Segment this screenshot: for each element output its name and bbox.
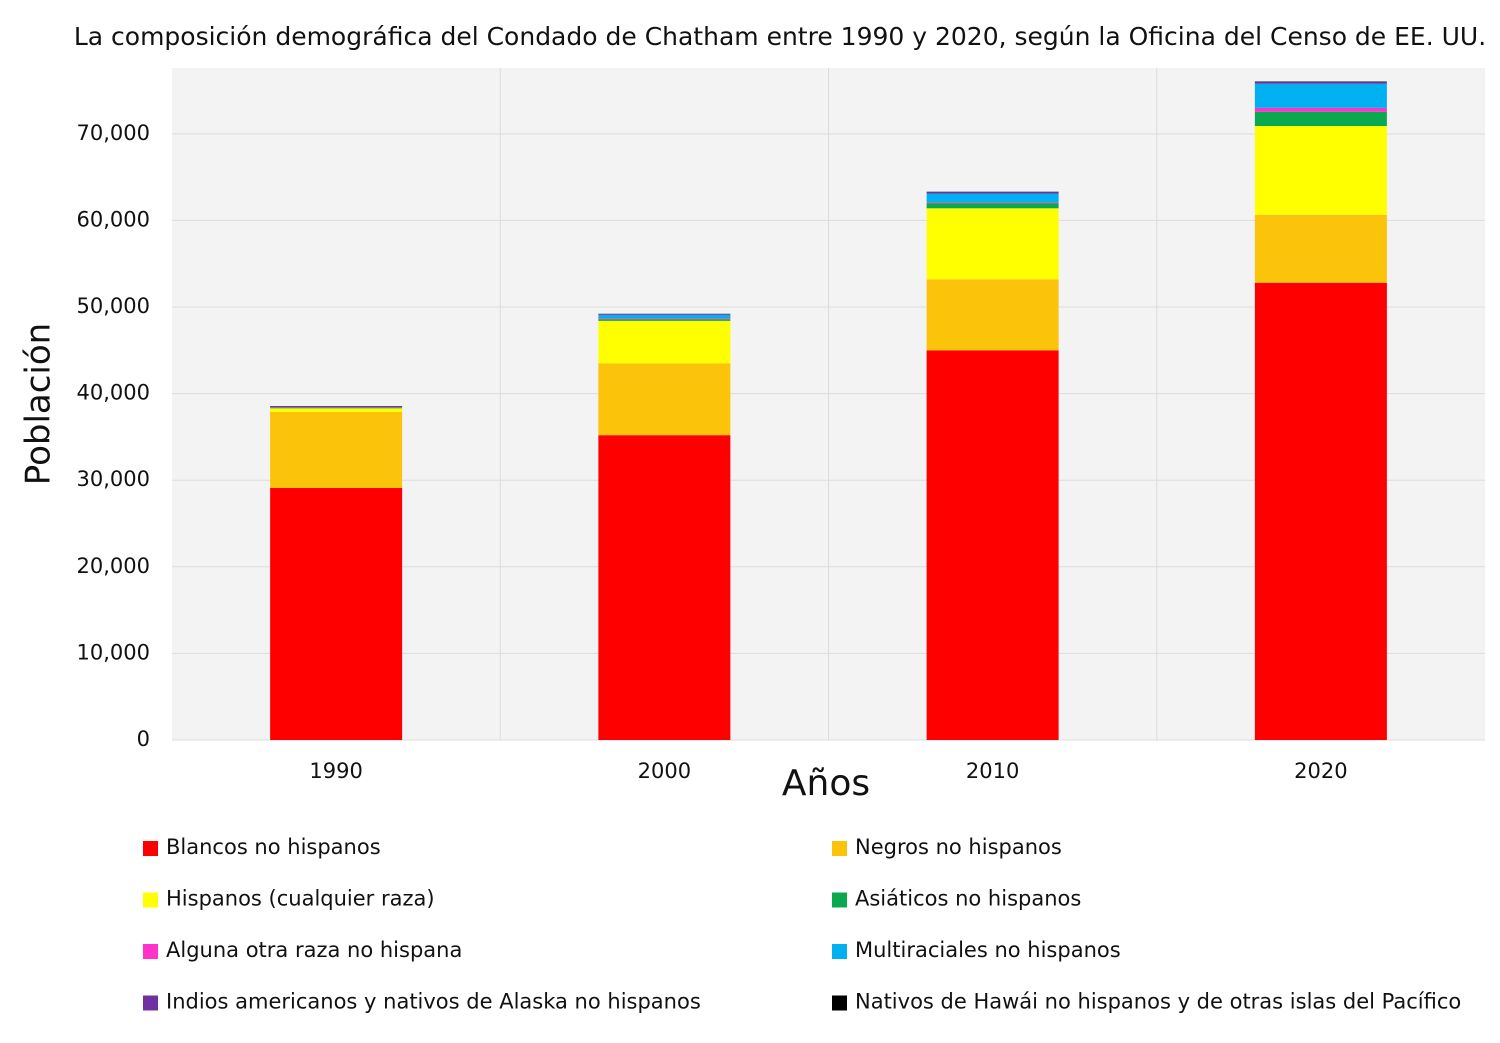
bar-segment xyxy=(1254,282,1387,740)
bar-segment xyxy=(926,202,1059,204)
bar-segment xyxy=(926,279,1059,351)
legend-label: Alguna otra raza no hispana xyxy=(166,938,462,962)
y-tick-label: 50,000 xyxy=(77,294,150,318)
legend-swatch xyxy=(143,841,158,856)
legend-swatch xyxy=(143,995,158,1011)
bar-segment xyxy=(1254,111,1387,127)
y-tick-label: 0 xyxy=(137,727,150,751)
y-tick-label: 40,000 xyxy=(77,381,150,405)
bar-segment xyxy=(270,488,403,740)
legend-label: Indios americanos y nativos de Alaska no… xyxy=(166,990,701,1014)
bar-segment xyxy=(926,350,1059,740)
bar-segment xyxy=(926,191,1059,194)
y-tick-label: 20,000 xyxy=(77,554,150,578)
bar-segment xyxy=(1254,81,1387,84)
legend-label: Hispanos (cualquier raza) xyxy=(166,887,435,911)
y-axis-label: Población xyxy=(19,323,59,485)
legend-swatch xyxy=(832,841,847,856)
bar-segment xyxy=(1254,126,1387,215)
chart-title: La composición demográfica del Condado d… xyxy=(74,22,1486,51)
bar-segment xyxy=(598,313,731,315)
legend-label: Nativos de Hawái no hispanos y de otras … xyxy=(855,990,1461,1014)
bar-segment xyxy=(598,320,731,364)
legend-swatch xyxy=(832,944,847,959)
legend-swatch xyxy=(143,944,158,959)
bar-segment xyxy=(926,208,1059,280)
y-tick-label: 70,000 xyxy=(77,121,150,145)
bar-segment xyxy=(270,411,403,488)
bar-segment xyxy=(598,314,731,319)
x-tick-label: 2020 xyxy=(1294,759,1347,783)
legend-swatch xyxy=(832,892,847,908)
x-tick-label: 2010 xyxy=(966,759,1019,783)
y-tick-label: 30,000 xyxy=(77,467,150,491)
bar-segment xyxy=(598,363,731,436)
bar-segment xyxy=(270,408,403,412)
legend-label: Blancos no hispanos xyxy=(166,835,381,859)
bar-segment xyxy=(598,435,731,740)
bar-segment xyxy=(270,406,403,408)
x-tick-label: 2000 xyxy=(638,759,691,783)
bar-segment xyxy=(1254,83,1387,108)
bar-segment xyxy=(270,407,403,409)
bar-segment xyxy=(598,318,731,320)
bar-segment xyxy=(598,319,731,321)
bar-segment xyxy=(926,203,1059,209)
legend-swatch xyxy=(143,892,158,908)
legend-label: Multiraciales no hispanos xyxy=(855,938,1121,962)
legend-swatch xyxy=(832,995,847,1011)
x-axis-label: Años xyxy=(782,763,870,804)
y-tick-label: 10,000 xyxy=(77,640,150,664)
bar-segment xyxy=(1254,107,1387,112)
legend-label: Asiáticos no hispanos xyxy=(855,887,1081,911)
legend-label: Negros no hispanos xyxy=(855,835,1062,859)
y-tick-label: 60,000 xyxy=(77,207,150,231)
bar-segment xyxy=(926,193,1059,203)
bar-segment xyxy=(1254,214,1387,283)
x-tick-label: 1990 xyxy=(309,759,362,783)
